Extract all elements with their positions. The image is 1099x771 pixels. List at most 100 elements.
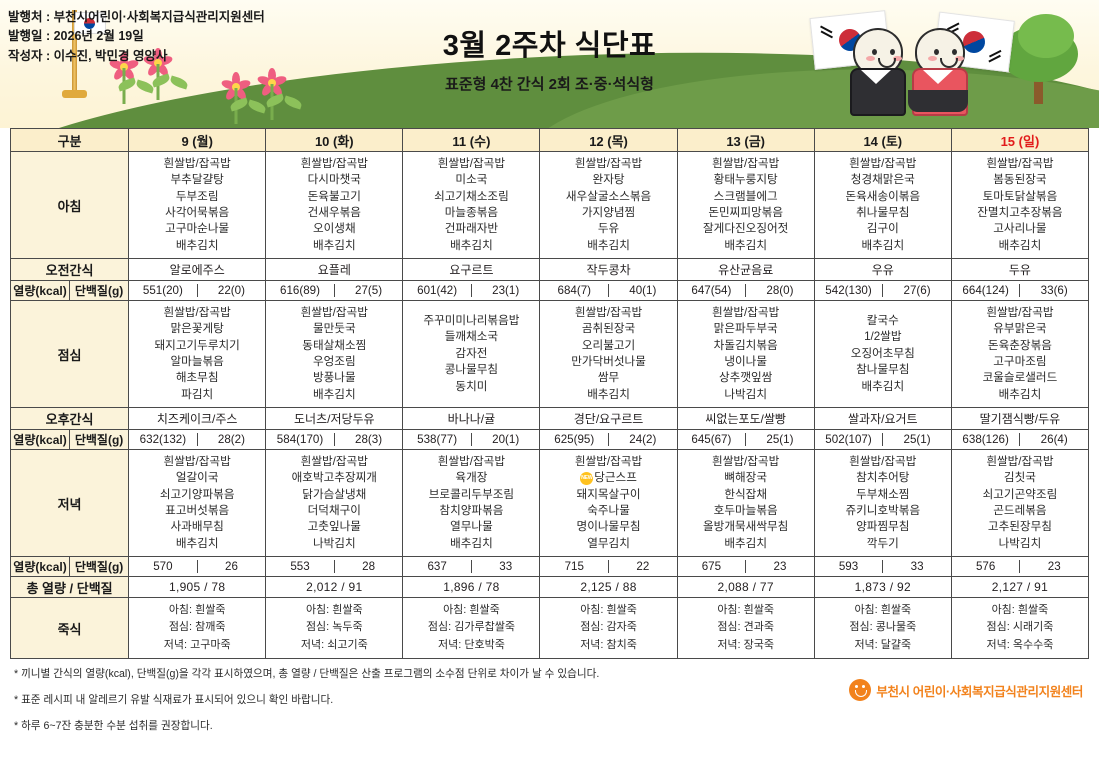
lunch-kcal-protein-cell: 638(126) 26(4) — [950, 429, 1090, 450]
breakfast-row: 아침 흰쌀밥/잡곡밥 부추달걀탕 두부조림 사각어묵볶음 고구마순나물 배추김치 흰쌀밥/… — [9, 151, 1090, 259]
menu-item: 깍두기 — [866, 536, 899, 550]
lunch-kcal-protein-cell: 502(107) 25(1) — [813, 429, 952, 450]
mascot-girl-icon — [908, 28, 968, 116]
menu-item: 더덕채구이 — [307, 504, 361, 517]
menu-item: 코울슬로샐러드 — [982, 371, 1058, 385]
menu-item: 배추김치 — [450, 536, 493, 550]
lunch-kcal-protein-cell: 584(170) 28(3) — [265, 429, 404, 450]
dinner-kcal-protein-cell: 576 23 — [950, 556, 1090, 577]
flower-petals — [108, 52, 140, 82]
menu-item: 새우살굴소스볶음 — [565, 189, 652, 203]
menu-item: 두부조림 — [175, 189, 219, 203]
row-label-protein: 단백질(g) — [69, 429, 130, 450]
footer: * 끼니별 간식의 열량(kcal), 단백질(g)을 각각 표시하였으며, 총… — [0, 659, 1099, 733]
page-subtitle: 표준형 4찬 간식 2회 조·중·석식형 — [445, 76, 654, 93]
menu-item: 돼지목살구이 — [576, 487, 641, 501]
porridge-cell: 아침: 흰쌀죽 점심: 녹두죽 저녁: 쇠고기죽 — [265, 597, 404, 659]
row-label-morning-snack: 오전간식 — [9, 258, 130, 281]
afternoon-snack-cell: 딸기잼식빵/두유 — [950, 407, 1090, 430]
new-badge-icon: NEW — [580, 471, 594, 485]
menu-item: 점심: 시래기죽 — [986, 621, 1054, 634]
menu-item: 콩나물무침 — [444, 363, 499, 377]
menu-item: 저녁: 달걀죽 — [854, 638, 912, 651]
menu-item: 배추김치 — [450, 238, 493, 252]
menu-item: 잔멸치고추장볶음 — [977, 206, 1063, 219]
dinner-cell: 흰쌀밥/잡곡밥 얼갈이국 쇠고기양파볶음 표고버섯볶음 사과배무침 배추김치 — [128, 449, 267, 557]
dinner-kcal-protein-cell: 637 33 — [402, 556, 541, 577]
menu-item: 잘게다진오징어젓 — [703, 222, 789, 236]
menu-item: 가지양념찜 — [581, 206, 636, 219]
total-cell: 2,125 / 88 — [539, 576, 678, 598]
footer-note-1: * 끼니별 간식의 열량(kcal), 단백질(g)을 각각 표시하였으며, 총… — [14, 668, 600, 680]
dinner-kcal-protein-cell: 593 33 — [813, 556, 952, 577]
menu-item: 점심: 참깨죽 — [168, 621, 226, 634]
dinner-cell: 흰쌀밥/잡곡밥 NEW 당근스프 돼지목살구이 숙주나물 명이나물무침 열무김치 — [539, 449, 678, 557]
header-corner-label: 구분 — [9, 128, 130, 152]
menu-item: 참치양파볶음 — [439, 504, 504, 517]
menu-item: 점심: 녹두죽 — [305, 621, 363, 634]
row-label-protein: 단백질(g) — [69, 556, 130, 577]
menu-item: 고추된장무침 — [987, 520, 1052, 534]
breakfast-cell: 흰쌀밥/잡곡밥 완자탕 새우살굴소스볶음 가지양념찜 두유 배추김치 — [539, 151, 678, 259]
menu-item: 숙주나물 — [587, 504, 630, 517]
dinner-protein: 26 — [225, 560, 238, 573]
afternoon-snack-cell: 바나나/귤 — [402, 407, 541, 430]
menu-item: 배추김치 — [175, 536, 219, 550]
small-korean-flag-icon — [74, 12, 106, 34]
row-label-afternoon-snack: 오후간식 — [9, 407, 130, 430]
row-label-kcal: 열량(kcal) — [9, 429, 71, 450]
breakfast-kcal: 601(42) — [403, 284, 472, 297]
menu-item: 저녁: 고구마죽 — [163, 638, 231, 651]
menu-item: 김칫국 — [1003, 471, 1036, 485]
lunch-protein: 28(2) — [217, 433, 245, 446]
menu-item: 물만둣국 — [312, 322, 356, 336]
dinner-protein: 33 — [910, 560, 924, 573]
menu-item: 참치추어탕 — [856, 471, 910, 485]
menu-item: NEW 당근스프 — [580, 471, 637, 485]
menu-item: 나박김치 — [724, 387, 767, 401]
dinner-nutrition-row: 열량(kcal) 단백질(g) 570 26 553 28 63 — [9, 556, 1090, 577]
lunch-kcal-protein-cell: 632(132) 28(2) — [128, 429, 267, 450]
breakfast-kcal-protein-cell: 664(124) 33(6) — [950, 280, 1090, 301]
total-cell: 2,012 / 91 — [265, 576, 404, 598]
menu-item: 흰쌀밥/잡곡밥 — [986, 454, 1054, 468]
afternoon-snack-cell: 도너츠/저당두유 — [265, 407, 404, 430]
row-label-protein: 단백질(g) — [69, 280, 130, 301]
menu-item: 사각어묵볶음 — [165, 206, 230, 219]
lunch-kcal: 645(67) — [677, 433, 747, 446]
menu-table-container: 구분 9 (월) 10 (화) 11 (수) 12 (목) 13 (금) 14 … — [0, 128, 1099, 659]
menu-item: 다시마챗국 — [307, 173, 361, 187]
menu-item: 동치미 — [455, 379, 488, 393]
menu-item: 참나물무침 — [856, 363, 910, 377]
row-label-breakfast: 아침 — [9, 151, 130, 259]
menu-item: 흰쌀밥/잡곡밥 — [986, 305, 1054, 319]
menu-item: 배추김치 — [724, 238, 767, 252]
lunch-kcal: 638(126) — [951, 433, 1021, 446]
menu-item: 저녁: 단호박죽 — [438, 638, 505, 651]
weekly-menu-table: 구분 9 (월) 10 (화) 11 (수) 12 (목) 13 (금) 14 … — [9, 128, 1090, 659]
menu-item: 명이나물무침 — [576, 520, 641, 534]
flower-petals — [256, 68, 288, 98]
porridge-cell: 아침: 흰쌀죽 점심: 시래기죽 저녁: 옥수수죽 — [950, 597, 1090, 659]
menu-item: 미소국 — [455, 173, 488, 187]
dinner-row: 저녁 흰쌀밥/잡곡밥 얼갈이국 쇠고기양파볶음 표고버섯볶음 사과배무침 배추김치 흰쌀밥… — [9, 449, 1090, 557]
mascot-boy-icon — [846, 28, 906, 116]
dinner-kcal: 553 — [266, 560, 335, 573]
menu-item: 차돌김치볶음 — [713, 338, 778, 352]
menu-item: 아침: 흰쌀죽 — [991, 603, 1049, 616]
menu-item: 쇠고기채소조림 — [434, 189, 509, 203]
menu-item: 저녁: 쇠고기죽 — [300, 638, 368, 651]
lunch-kcal: 584(170) — [266, 433, 335, 446]
menu-item: 양파찜무침 — [856, 520, 910, 534]
total-cell: 1,905 / 78 — [128, 576, 267, 598]
dinner-protein: 23 — [1047, 560, 1061, 573]
dinner-kcal-protein-cell: 675 23 — [676, 556, 815, 577]
tree-foliage-top-icon — [1018, 14, 1074, 58]
menu-item: 아침: 흰쌀죽 — [854, 603, 912, 616]
breakfast-kcal: 664(124) — [951, 284, 1021, 297]
header-day-3: 12 (목) — [539, 128, 678, 152]
menu-item: 열무나물 — [450, 520, 493, 534]
menu-item: 유부맑은국 — [993, 322, 1047, 336]
menu-item: 오이생채 — [312, 222, 356, 236]
header-day-6: 15 (일) — [950, 128, 1090, 152]
